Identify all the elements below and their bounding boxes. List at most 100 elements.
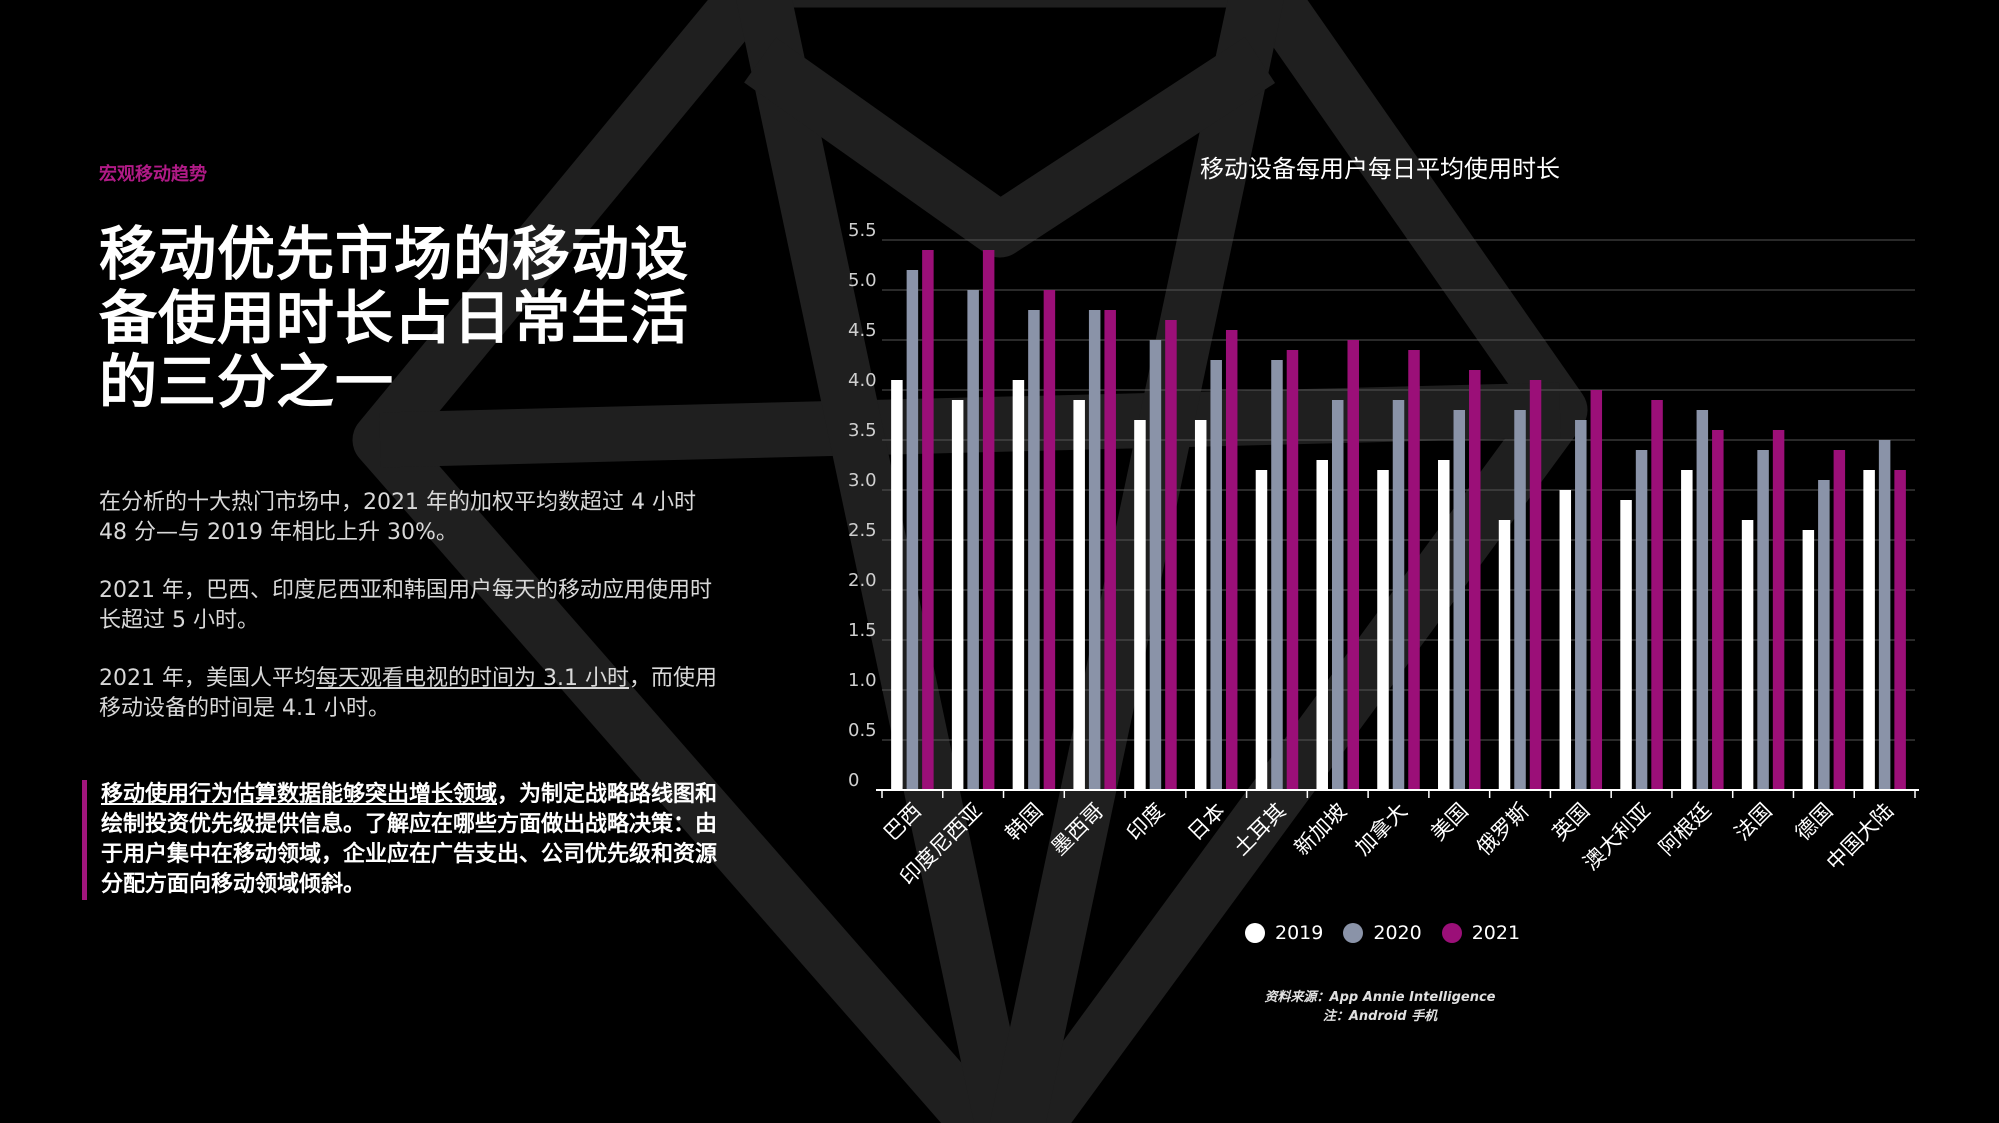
chart-title: 移动设备每用户每日平均使用时长 — [1200, 155, 1560, 183]
bar-2020-加拿大 — [1392, 400, 1405, 790]
bar-2021-巴西 — [922, 250, 934, 790]
source-line: 资料来源：App Annie Intelligence — [1264, 990, 1496, 1005]
bar-2019-法国 — [1741, 520, 1754, 790]
bar-2020-中国大陆 — [1878, 440, 1891, 790]
bar-2019-澳大利亚 — [1620, 500, 1632, 790]
bar-2019-加拿大 — [1377, 470, 1389, 790]
legend-label-2021: 2021 — [1471, 922, 1521, 944]
bar-2019-美国 — [1438, 460, 1450, 790]
bar-2020-阿根廷 — [1696, 410, 1709, 790]
body-paragraph-3: 2021 年，美国人平均每天观看电视的时间为 3.1 小时，而使用移动设备的时间… — [99, 664, 719, 724]
legend-swatch-2020 — [1343, 923, 1364, 943]
bar-2021-日本 — [1225, 330, 1238, 790]
y-tick-label: 0 — [848, 770, 859, 791]
bar-2021-土耳其 — [1286, 350, 1299, 790]
paragraph-3-end: ，而使用移动设备的时间是 4.1 小时。 — [99, 666, 717, 721]
bar-2020-法国 — [1757, 450, 1769, 790]
legend-item-2020: 2020 — [1343, 922, 1422, 944]
bar-2020-澳大利亚 — [1635, 450, 1648, 790]
chart-bars — [891, 250, 1906, 790]
bar-2019-日本 — [1194, 420, 1207, 790]
legend-swatch-2019 — [1245, 923, 1265, 943]
bar-2020-俄罗斯 — [1514, 410, 1526, 790]
x-category-label: 巴西 — [879, 799, 926, 846]
x-category-label: 墨西哥 — [1047, 799, 1109, 861]
x-category-label: 德国 — [1791, 799, 1838, 846]
callout-text: ，为制定战略路线图和绘制投资优先级提供信息。了解应在哪些方面做出战略决策：由于用… — [101, 782, 718, 897]
bar-2019-中国大陆 — [1863, 470, 1875, 790]
bar-2020-新加坡 — [1331, 400, 1344, 790]
x-category-label: 澳大利亚 — [1579, 799, 1655, 875]
bar-2020-土耳其 — [1271, 360, 1283, 790]
bar-2021-美国 — [1469, 370, 1481, 790]
bar-2020-德国 — [1818, 480, 1830, 790]
bar-2021-印度尼西亚 — [982, 250, 995, 790]
bar-2020-墨西哥 — [1088, 310, 1101, 790]
bar-2021-俄罗斯 — [1529, 380, 1542, 790]
x-category-label: 英国 — [1548, 799, 1595, 846]
bar-2020-韩国 — [1028, 310, 1040, 790]
page-headline: 移动优先市场的移动设备使用时长占日常生活的三分之一 — [99, 220, 690, 416]
tv-time-link[interactable]: 每天观看电视的时间为 3.1 小时 — [315, 666, 629, 691]
y-tick-label: 3.5 — [848, 420, 877, 441]
source-note: 资料来源：App Annie Intelligence 注：Android 手机 — [1180, 988, 1580, 1026]
bar-2019-德国 — [1802, 530, 1815, 790]
bar-2020-美国 — [1453, 410, 1466, 790]
bar-2019-英国 — [1559, 490, 1572, 790]
bar-2020-英国 — [1575, 420, 1587, 790]
bar-2021-墨西哥 — [1104, 310, 1116, 790]
y-tick-label: 1.5 — [848, 620, 877, 641]
bar-2019-阿根廷 — [1681, 470, 1693, 790]
bar-2021-印度 — [1165, 320, 1177, 790]
bar-2019-墨西哥 — [1073, 400, 1085, 790]
y-tick-label: 1.0 — [848, 670, 877, 691]
bar-2021-澳大利亚 — [1651, 400, 1663, 790]
chart-legend: 2019 2020 2021 — [1245, 922, 1520, 944]
bar-2019-印度尼西亚 — [951, 400, 964, 790]
x-category-label: 土耳其 — [1229, 799, 1291, 861]
bar-2019-新加坡 — [1316, 460, 1328, 790]
x-category-label: 印度 — [1122, 799, 1169, 846]
x-category-label: 加拿大 — [1351, 799, 1413, 861]
bar-2021-阿根廷 — [1712, 430, 1724, 790]
x-axis: 巴西印度尼西亚 韩国 墨西哥 印度 日本 土耳其 新加坡 加拿大 美国 俄罗斯 英国澳大利亚 阿根廷法… — [876, 789, 1919, 890]
bar-2021-新加坡 — [1347, 340, 1359, 790]
body-paragraph-2: 2021 年，巴西、印度尼西亚和韩国用户每天的移动应用使用时长超过 5 小时。 — [99, 578, 712, 633]
bar-2019-俄罗斯 — [1498, 520, 1511, 790]
x-category-label: 美国 — [1426, 799, 1473, 846]
x-category-label: 法国 — [1730, 799, 1777, 846]
bar-2020-印度尼西亚 — [967, 290, 979, 790]
bar-2021-加拿大 — [1408, 350, 1420, 790]
bar-2019-土耳其 — [1255, 470, 1268, 790]
x-category-label: 新加坡 — [1290, 799, 1352, 861]
bar-2021-中国大陆 — [1894, 470, 1906, 790]
bar-2021-韩国 — [1043, 290, 1056, 790]
legend-swatch-2021 — [1441, 923, 1462, 943]
legend-label-2020: 2020 — [1373, 922, 1422, 944]
bar-2020-印度 — [1149, 340, 1162, 790]
y-tick-label: 2.0 — [848, 570, 877, 591]
legend-item-2019: 2019 — [1245, 922, 1323, 944]
bar-2019-韩国 — [1012, 380, 1025, 790]
bar-2021-英国 — [1590, 390, 1603, 790]
y-tick-label: 3.0 — [848, 470, 877, 491]
bar-2019-巴西 — [891, 380, 903, 790]
x-category-label: 日本 — [1183, 799, 1230, 846]
x-category-label: 中国大陆 — [1822, 799, 1898, 875]
legend-label-2019: 2019 — [1275, 922, 1324, 944]
bar-chart: 移动设备每用户每日平均使用时长 0 0.5 1.0 1.5 2.0 2.5 3.0 3.5 4.… — [848, 155, 1919, 890]
bar-2019-印度 — [1134, 420, 1146, 790]
y-tick-label: 5.5 — [848, 220, 877, 241]
bar-2021-法国 — [1772, 430, 1785, 790]
note-line: 注：Android 手机 — [1322, 1009, 1438, 1024]
bar-2021-德国 — [1833, 450, 1846, 790]
body-paragraph-1: 在分析的十大热门市场中，2021 年的加权平均数超过 4 小时 48 分—与 2… — [99, 490, 696, 545]
bar-2020-日本 — [1210, 360, 1222, 790]
y-axis: 0 0.5 1.0 1.5 2.0 2.5 3.0 3.5 4.0 4.5 5.0 5.5 — [848, 220, 877, 791]
bar-2020-巴西 — [906, 270, 919, 790]
callout-link[interactable]: 移动使用行为估算数据能够突出增长领域 — [101, 782, 498, 807]
y-tick-label: 4.0 — [848, 370, 877, 391]
x-category-label: 俄罗斯 — [1472, 799, 1534, 861]
y-tick-label: 0.5 — [848, 720, 877, 741]
legend-item-2021: 2021 — [1441, 922, 1521, 944]
